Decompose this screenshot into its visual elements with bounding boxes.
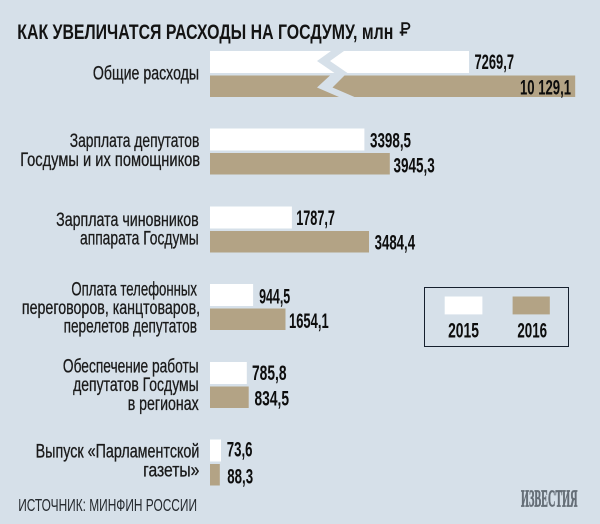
- svg-text:3398,5: 3398,5: [370, 129, 411, 152]
- svg-text:Обеспечение работы: Обеспечение работы: [63, 356, 199, 377]
- svg-text:Оплата телефонных: Оплата телефонных: [71, 280, 197, 301]
- svg-text:1654,1: 1654,1: [289, 310, 329, 333]
- svg-text:2016: 2016: [517, 320, 547, 343]
- svg-text:2015: 2015: [448, 320, 479, 343]
- svg-text:944,5: 944,5: [259, 286, 290, 309]
- svg-text:ИЗВЕСТИЯ: ИЗВЕСТИЯ: [521, 487, 578, 513]
- svg-text:3484,4: 3484,4: [375, 231, 416, 254]
- svg-text:Госдумы и их помощников: Госдумы и их помощников: [20, 150, 200, 171]
- svg-text:перелетов депутатов: перелетов депутатов: [64, 317, 197, 338]
- svg-text:Зарплата чиновников: Зарплата чиновников: [56, 210, 199, 231]
- svg-text:депутатов Госдумы: депутатов Госдумы: [73, 375, 199, 396]
- svg-text:7269,7: 7269,7: [475, 51, 515, 74]
- svg-text:КАК УВЕЛИЧАТСЯ РАСХОДЫ НА ГОСД: КАК УВЕЛИЧАТСЯ РАСХОДЫ НА ГОСДУМУ, млн: [17, 21, 393, 44]
- svg-text:Общие расходы: Общие расходы: [93, 64, 199, 85]
- svg-text:834,5: 834,5: [255, 388, 290, 411]
- svg-text:785,8: 785,8: [252, 362, 287, 385]
- svg-text:3945,3: 3945,3: [394, 155, 435, 178]
- svg-text:Зарплата депутатов: Зарплата депутатов: [70, 131, 200, 152]
- svg-text:73,6: 73,6: [227, 439, 253, 462]
- svg-text:88,3: 88,3: [227, 466, 253, 489]
- svg-text:Выпуск «Парламентской: Выпуск «Парламентской: [36, 442, 200, 463]
- svg-text:1787,7: 1787,7: [296, 207, 335, 230]
- svg-text:в регионах: в регионах: [128, 394, 199, 415]
- svg-text:переговоров, канцтоваров,: переговоров, канцтоваров,: [22, 298, 200, 319]
- svg-text:газеты»: газеты»: [143, 460, 199, 481]
- svg-text:10 129,1: 10 129,1: [520, 77, 571, 100]
- svg-text:ИСТОЧНИК: МИНФИН РОССИИ: ИСТОЧНИК: МИНФИН РОССИИ: [18, 495, 197, 515]
- svg-text:аппарата Госдумы: аппарата Госдумы: [80, 229, 199, 250]
